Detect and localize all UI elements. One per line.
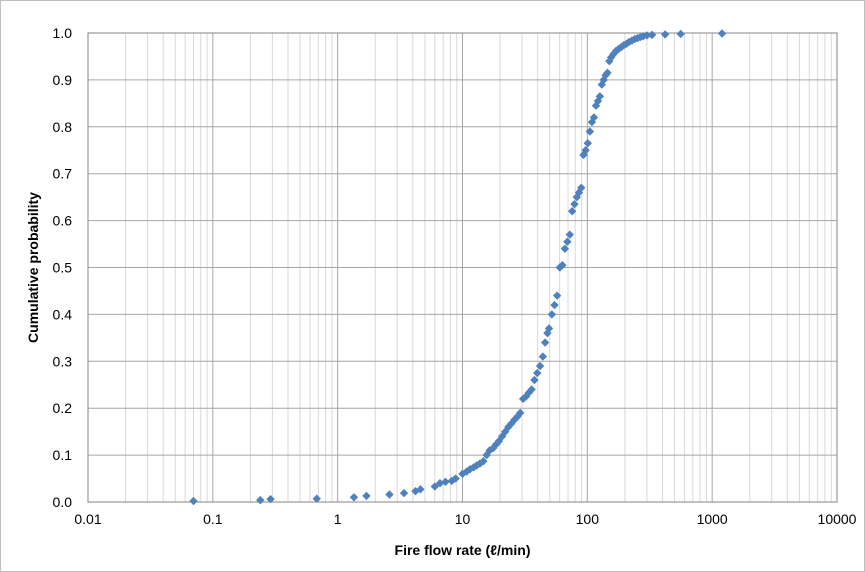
- data-point: [605, 56, 614, 66]
- x-tick-label: 100: [576, 511, 600, 527]
- x-tick-label: 0.01: [74, 511, 101, 527]
- x-axis-title: Fire flow rate (ℓ/min): [395, 542, 531, 558]
- data-point: [189, 496, 198, 506]
- y-tick-label: 0.4: [53, 306, 73, 322]
- data-point: [544, 324, 554, 333]
- data-point: [540, 338, 550, 347]
- data-point: [574, 188, 584, 197]
- y-axis-tick-labels: 0.0 0.1 0.2 0.3 0.4 0.5 0.6 0.7 0.8 0.9 1.0: [53, 25, 73, 510]
- data-point: [516, 408, 525, 418]
- data-point: [572, 192, 581, 202]
- data-point: [585, 127, 595, 136]
- data-point: [349, 493, 359, 502]
- data-point: [593, 96, 603, 106]
- data-point: [530, 375, 539, 385]
- data-point: [510, 415, 519, 425]
- data-point: [543, 328, 552, 338]
- data-points: [189, 29, 727, 506]
- data-point: [591, 101, 601, 110]
- x-tick-label: 1000: [697, 511, 728, 527]
- data-point: [533, 368, 542, 378]
- data-point: [479, 456, 488, 466]
- y-axis-title: Cumulative probability: [25, 192, 41, 343]
- data-point: [507, 419, 516, 428]
- data-point: [451, 474, 460, 483]
- data-point: [550, 300, 559, 310]
- data-point: [518, 394, 528, 404]
- data-point: [416, 485, 425, 494]
- data-point: [717, 29, 727, 38]
- data-point: [385, 490, 394, 499]
- data-point: [606, 53, 616, 62]
- data-point: [552, 291, 562, 300]
- x-tick-label: 1: [334, 511, 342, 527]
- data-point: [647, 30, 657, 40]
- y-tick-label: 0.2: [53, 400, 73, 416]
- data-point: [583, 139, 592, 148]
- data-point: [558, 260, 567, 270]
- y-tick-label: 0.0: [53, 494, 73, 510]
- data-point: [547, 310, 557, 319]
- data-point: [266, 494, 275, 504]
- x-tick-label: 10: [455, 511, 471, 527]
- data-point: [622, 39, 631, 48]
- data-point: [587, 117, 597, 127]
- data-point: [560, 244, 570, 253]
- data-point: [570, 199, 579, 209]
- data-point: [603, 68, 612, 78]
- data-point: [555, 263, 565, 272]
- data-point: [312, 494, 321, 503]
- data-point: [577, 183, 586, 192]
- data-point: [563, 237, 572, 246]
- y-tick-label: 0.5: [53, 260, 73, 276]
- data-point: [660, 30, 670, 39]
- x-tick-label: 0.1: [203, 511, 223, 527]
- data-point: [362, 491, 371, 501]
- y-tick-label: 0.9: [53, 72, 73, 88]
- data-point: [624, 37, 634, 47]
- data-point: [256, 495, 265, 505]
- data-point: [579, 150, 588, 160]
- data-point: [538, 352, 548, 361]
- y-tick-label: 0.7: [53, 166, 73, 182]
- y-tick-label: 0.8: [53, 119, 73, 135]
- data-point: [589, 113, 599, 122]
- data-point: [567, 207, 577, 216]
- y-tick-label: 0.1: [53, 447, 73, 463]
- data-point: [642, 31, 652, 40]
- data-point: [676, 29, 685, 39]
- data-point: [521, 392, 531, 401]
- data-point: [595, 92, 605, 101]
- data-point: [535, 361, 545, 371]
- data-point: [399, 488, 409, 498]
- y-tick-label: 0.6: [53, 213, 73, 229]
- x-tick-label: 10000: [818, 511, 857, 527]
- data-point: [441, 477, 450, 487]
- data-point: [565, 230, 575, 239]
- data-point: [611, 46, 621, 56]
- plot-area-border: [87, 32, 838, 503]
- x-axis-tick-labels: 0.01 0.1 1 10 100 1000 10000: [74, 511, 856, 527]
- data-point: [527, 385, 536, 394]
- y-tick-label: 0.3: [53, 353, 73, 369]
- data-point: [430, 482, 440, 491]
- y-tick-label: 1.0: [53, 25, 73, 41]
- data-point: [581, 146, 590, 155]
